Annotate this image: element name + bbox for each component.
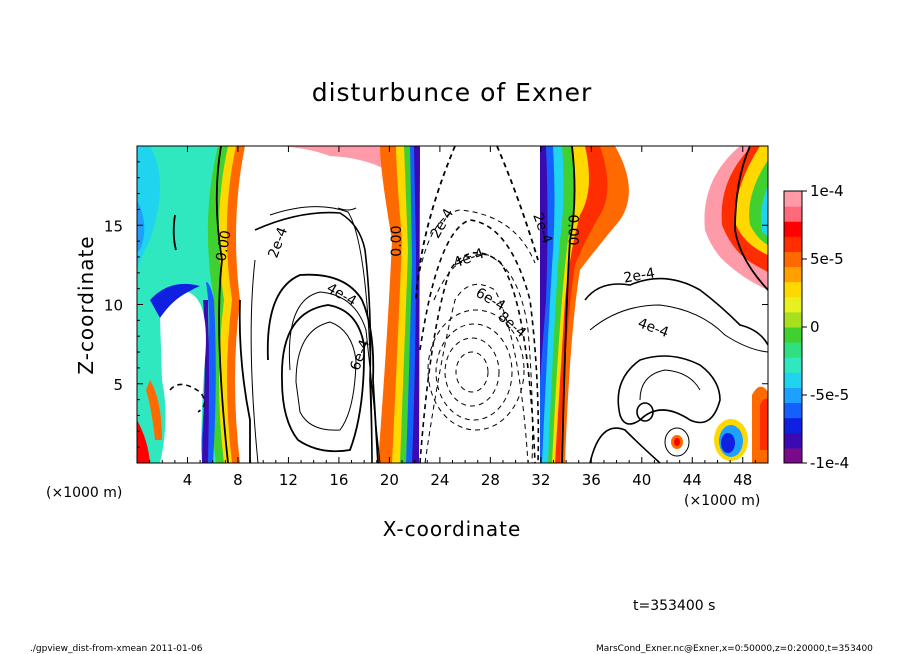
x-tick-label: 32 [531, 471, 550, 489]
colorbar-swatch [784, 342, 802, 358]
colorbar-swatch [784, 402, 802, 419]
y-axis-title: Z-coordinate [74, 235, 98, 374]
colorbar-swatch [784, 221, 802, 237]
right-color-region [671, 146, 768, 463]
footer-left-note: ./gpview_dist-from-xmean 2011-01-06 [30, 644, 203, 654]
y-tick-label: 15 [104, 217, 123, 235]
contour-label: 0.00 [564, 214, 580, 245]
contour-label: 0.00 [389, 226, 405, 257]
x-axis: 4 8 12 16 20 24 28 32 36 40 44 48 [136, 146, 769, 489]
contour-label: 0.00 [213, 229, 234, 262]
chart-title: disturbunce of Exner [312, 78, 593, 107]
colorbar-label: -5e-5 [810, 386, 849, 404]
colorbar-swatch [784, 387, 802, 404]
center-left-color-region [262, 146, 420, 463]
x-unit-right: (×1000 m) [684, 493, 760, 509]
colorbar-swatch [784, 206, 802, 222]
colorbar-swatch [784, 327, 802, 343]
contour-label: 2e-4 [622, 265, 656, 286]
x-tick-label: 20 [380, 471, 399, 489]
colorbar-swatch [784, 357, 802, 373]
x-tick-label: 48 [733, 471, 752, 489]
colorbar: 1e-4 5e-5 0 -5e-5 -1e-4 [783, 182, 849, 472]
x-tick-label: 40 [632, 471, 651, 489]
x-tick-label: 16 [329, 471, 348, 489]
colorbar-swatch [784, 296, 802, 313]
plot-area: 0.00 2e-44e-46e-40.00 2e-44e-46e-48e-42e-4… [137, 146, 768, 463]
colorbar-swatch [784, 417, 802, 434]
colorbar-swatch [784, 281, 802, 298]
colorbar-swatch [784, 372, 802, 388]
y-tick-label: 10 [104, 297, 123, 315]
colorbar-swatch [784, 311, 802, 328]
colorbar-label: 0 [810, 318, 820, 336]
y-tick-label: 5 [113, 376, 123, 394]
colorbar-swatch [784, 447, 802, 464]
colorbar-swatch [784, 432, 802, 449]
x-axis-title: X-coordinate [383, 517, 522, 541]
x-unit-left: (×1000 m) [46, 485, 122, 501]
x-tick-label: 8 [233, 471, 243, 489]
colorbar-swatch [784, 251, 802, 268]
colorbar-swatch [784, 266, 802, 283]
x-tick-label: 12 [279, 471, 298, 489]
x-tick-label: 28 [481, 471, 500, 489]
left-color-region [137, 146, 245, 463]
center-right-color-region [540, 146, 629, 463]
colorbar-label: -1e-4 [810, 454, 849, 472]
contour-lines [169, 146, 768, 463]
colorbar-swatch [784, 191, 802, 207]
footer-right-note: MarsCond_Exner.nc@Exner,x=0:50000,z=0:20… [596, 644, 873, 654]
x-tick-label: 24 [430, 471, 449, 489]
x-tick-label: 4 [183, 471, 193, 489]
y-axis: 5 10 15 [104, 145, 768, 464]
colorbar-label: 5e-5 [810, 250, 844, 268]
colorbar-swatch [784, 236, 802, 252]
colorbar-label: 1e-4 [810, 182, 844, 200]
time-stamp: t=353400 s [633, 598, 715, 614]
x-tick-label: 44 [683, 471, 702, 489]
x-tick-label: 36 [582, 471, 601, 489]
